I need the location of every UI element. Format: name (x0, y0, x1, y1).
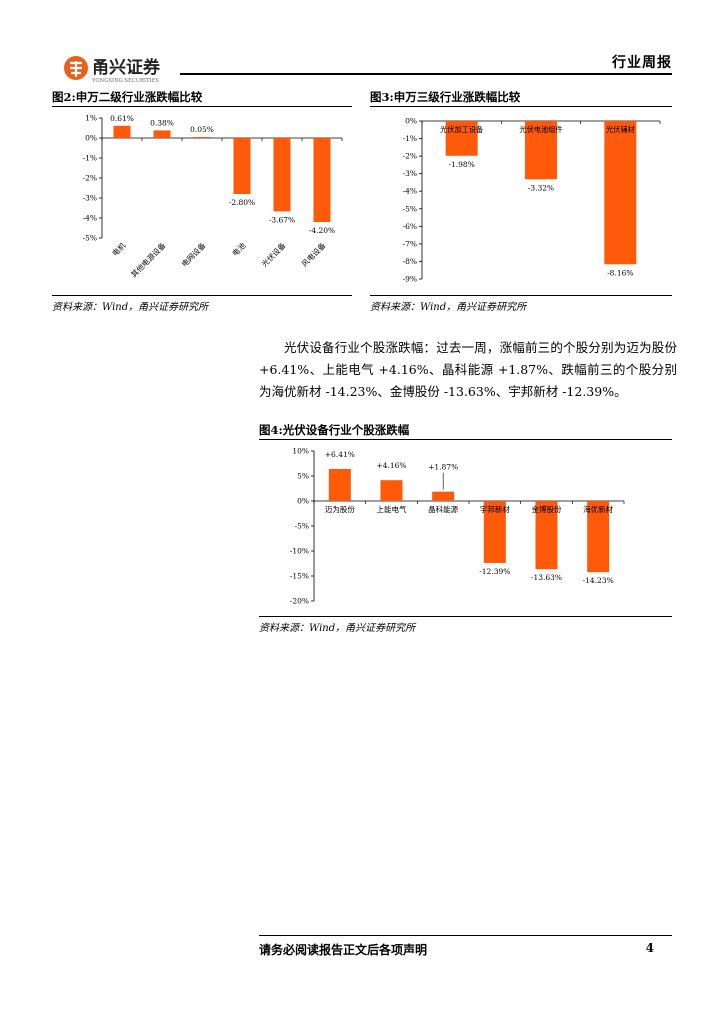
data-label: -3.67% (269, 215, 295, 224)
figure-3-source: 资料来源：Wind，甬兴证券研究所 (370, 302, 527, 313)
data-label: +1.87% (428, 463, 458, 472)
data-label: 0.38% (150, 118, 174, 127)
body-paragraph: 光伏设备行业个股涨跌幅：过去一周，涨幅前三的个股分别为迈为股份 +6.41%、上… (259, 340, 677, 399)
figure-4-bottom-rule (259, 616, 672, 617)
data-label: -3.32% (528, 183, 554, 192)
y-tick-label: -1% (403, 134, 417, 143)
y-tick-label: -9% (403, 275, 417, 284)
y-tick-label: -3% (83, 194, 97, 203)
bar (525, 121, 557, 180)
figure-2-chart: 1% 0% -1% -2% -3% -4% -5% 0.61% 电机 0.38% 其他电源设备 0.0… (83, 114, 343, 279)
bar (483, 501, 506, 563)
bar (113, 125, 131, 138)
bar (193, 137, 211, 138)
y-tick-label: -3% (403, 169, 417, 178)
figure-3-chart: 0% -1% -2% -3% -4% -5% -6% -7% -8% -9% -1.98% 光伏加工设… (403, 117, 661, 284)
figure-2-source: 资料来源：Wind，甬兴证券研究所 (52, 302, 209, 313)
logo-text: 甬兴证券 (92, 57, 161, 78)
category-label: 电池 (230, 240, 248, 258)
category-label: 其他电源设备 (129, 240, 168, 279)
figure-4-title: 图4:光伏设备行业个股涨跌幅 (259, 423, 410, 437)
figure-4-chart: 10% 5% 0% -5% -10% -15% -20% +6.41% 迈为股份 +4.16% 上能… (290, 447, 625, 606)
logo-subtext: YONGXING SECURITIES (91, 78, 159, 84)
data-label: -13.63% (531, 573, 562, 582)
y-tick-label: -1% (83, 154, 97, 163)
data-label: -4.20% (309, 226, 335, 235)
y-tick-label: 0% (297, 497, 309, 506)
figure-2-bottom-rule (52, 295, 352, 296)
y-tick-label: 0% (405, 117, 417, 126)
data-label: -2.80% (229, 198, 255, 207)
figure-3-title: 图3:申万三级行业涨跌幅比较 (370, 90, 521, 104)
y-tick-label: -6% (403, 222, 417, 231)
category-label: 光伏辅材 (606, 125, 635, 134)
y-tick-label: 10% (292, 447, 309, 456)
data-label: +6.41% (325, 450, 355, 459)
category-label: 光伏加工设备 (440, 125, 483, 134)
y-tick-label: -15% (290, 572, 309, 581)
category-label: 光伏电池组件 (519, 125, 562, 134)
category-label: 宇邦新材 (480, 504, 510, 514)
y-tick-label: 1% (85, 114, 97, 123)
data-label: 0.05% (190, 125, 214, 134)
bar (380, 480, 403, 501)
y-tick-label: -20% (290, 597, 309, 606)
data-label: 0.61% (110, 114, 134, 123)
category-label: 电网设备 (179, 240, 208, 269)
category-label: 晶科能源 (428, 504, 458, 514)
category-label: 电机 (110, 240, 128, 258)
bar (604, 121, 637, 265)
category-label: 金博股份 (532, 504, 562, 514)
y-tick-label: -2% (403, 152, 417, 161)
figure-2-top-rule (52, 106, 352, 107)
bar (445, 121, 478, 156)
data-label: -8.16% (607, 268, 633, 277)
y-tick-label: 5% (297, 472, 309, 481)
footer-divider (259, 935, 672, 936)
data-label: -12.39% (479, 567, 510, 576)
category-label: 上能电气 (377, 504, 407, 514)
y-tick-label: -8% (403, 257, 417, 266)
bar (313, 138, 331, 222)
category-label: 迈为股份 (325, 504, 355, 514)
y-tick-label: 0% (85, 134, 97, 143)
data-label: +4.16% (376, 461, 406, 470)
bar (273, 138, 291, 212)
y-tick-label: -2% (83, 174, 97, 183)
report-type-title: 行业周报 (612, 55, 672, 71)
bar (587, 501, 610, 573)
category-label: 风电设备 (299, 240, 328, 269)
y-tick-label: -5% (403, 204, 417, 213)
y-tick-label: -10% (290, 547, 309, 556)
footer-disclaimer: 请务必阅读报告正文后各项声明 (259, 943, 428, 957)
figure-4-top-rule (259, 439, 672, 440)
y-tick-label: -5% (295, 522, 309, 531)
figure-3-bottom-rule (370, 295, 672, 296)
figure-4-source: 资料来源：Wind，甬兴证券研究所 (259, 623, 416, 634)
bar (535, 501, 558, 570)
bar (432, 491, 455, 501)
data-label: -14.23% (583, 576, 614, 585)
data-label: -1.98% (448, 160, 474, 169)
bar (328, 468, 351, 501)
y-tick-label: -4% (83, 214, 97, 223)
y-tick-label: -7% (403, 239, 417, 248)
y-tick-label: -5% (83, 234, 97, 243)
company-logo: 甬兴证券 YONGXING SECURITIES (64, 56, 161, 84)
category-label: 海优新材 (583, 504, 613, 514)
header-divider (180, 73, 672, 75)
figure-3-top-rule (370, 106, 672, 107)
y-tick-label: -4% (403, 187, 417, 196)
figure-2-title: 图2:申万二级行业涨跌幅比较 (52, 90, 203, 104)
category-label: 光伏设备 (259, 240, 288, 269)
page-number: 4 (645, 941, 654, 955)
bar (153, 130, 171, 138)
bar (233, 138, 251, 194)
